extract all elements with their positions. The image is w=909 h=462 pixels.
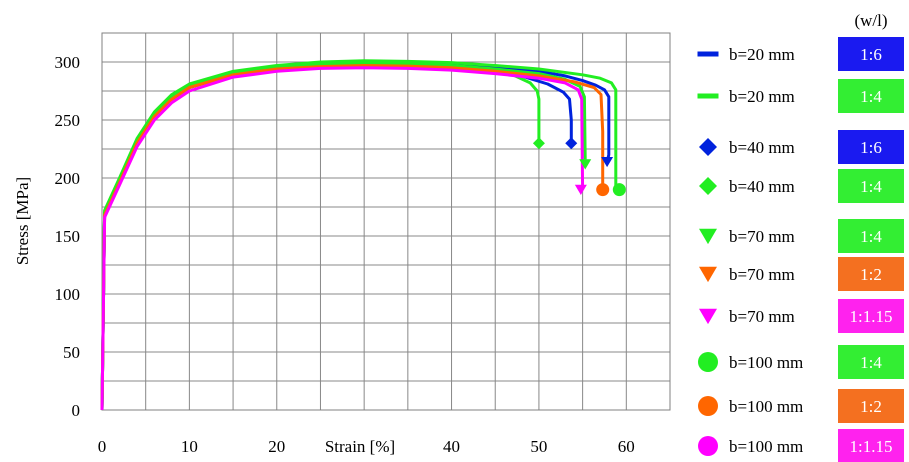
series-lines bbox=[100, 59, 618, 411]
legend-label: b=70 mm bbox=[729, 307, 795, 326]
legend-label: b=70 mm bbox=[729, 265, 795, 284]
series-line bbox=[100, 64, 605, 411]
x-tick-label: 20 bbox=[268, 437, 285, 456]
legend-marker bbox=[698, 396, 718, 416]
legend-marker bbox=[697, 51, 719, 57]
ratio-box bbox=[838, 79, 904, 113]
ratio-box bbox=[838, 345, 904, 379]
y-tick-label: 150 bbox=[55, 227, 81, 246]
x-tick-label: 10 bbox=[181, 437, 198, 456]
y-tick-label: 250 bbox=[55, 111, 81, 130]
end-marker bbox=[596, 183, 610, 197]
ratio-box bbox=[838, 130, 904, 164]
y-tick-labels: 0 50 100 150 200 250 300 bbox=[55, 53, 81, 420]
x-axis-label: Strain [%] bbox=[325, 437, 395, 456]
legend-marker bbox=[699, 266, 717, 283]
x-tick-label: 40 bbox=[443, 437, 460, 456]
ratio-box bbox=[838, 257, 904, 291]
ratio-label: 1:4 bbox=[860, 353, 882, 372]
legend-label: b=100 mm bbox=[729, 437, 803, 456]
ratio-box bbox=[838, 219, 904, 253]
ratio-box bbox=[838, 37, 904, 71]
legend: b=20 mm 1:6 b=20 mm 1:4 b=40 mm 1:6 b=40 mm 1:4… bbox=[697, 37, 904, 462]
legend-header: (w/l) bbox=[854, 11, 887, 30]
legend-marker bbox=[699, 138, 717, 156]
end-marker bbox=[579, 159, 592, 170]
y-tick-label: 200 bbox=[55, 169, 81, 188]
end-markers bbox=[532, 137, 626, 197]
x-tick-labels: 0 10 20 40 50 60 bbox=[98, 437, 635, 456]
ratio-label: 1:1.15 bbox=[850, 307, 893, 326]
legend-label: b=20 mm bbox=[729, 45, 795, 64]
end-marker bbox=[565, 137, 578, 150]
y-axis-label: Stress [MPa] bbox=[13, 177, 32, 265]
legend-item: b=100 mm 1:1.15 bbox=[698, 429, 904, 462]
end-marker bbox=[574, 184, 587, 195]
legend-item: b=70 mm 1:2 bbox=[699, 257, 904, 291]
legend-label: b=40 mm bbox=[729, 138, 795, 157]
y-tick-label: 0 bbox=[72, 401, 81, 420]
legend-item: b=20 mm 1:6 bbox=[697, 37, 904, 71]
legend-label: b=20 mm bbox=[729, 87, 795, 106]
ratio-box bbox=[838, 299, 904, 333]
legend-marker bbox=[697, 93, 719, 99]
ratio-box bbox=[838, 429, 904, 462]
ratio-label: 1:4 bbox=[860, 227, 882, 246]
legend-item: b=40 mm 1:6 bbox=[699, 130, 904, 164]
plot-area bbox=[101, 32, 671, 411]
legend-marker bbox=[698, 352, 718, 372]
legend-label: b=40 mm bbox=[729, 177, 795, 196]
x-tick-label: 50 bbox=[530, 437, 547, 456]
legend-item: b=20 mm 1:4 bbox=[697, 79, 904, 113]
end-marker bbox=[612, 183, 626, 197]
series-line bbox=[100, 62, 573, 411]
y-tick-label: 300 bbox=[55, 53, 81, 72]
y-tick-label: 100 bbox=[55, 285, 81, 304]
x-tick-label: 60 bbox=[618, 437, 635, 456]
legend-item: b=100 mm 1:2 bbox=[698, 389, 904, 423]
legend-item: b=70 mm 1:4 bbox=[699, 219, 904, 253]
ratio-label: 1:4 bbox=[860, 87, 882, 106]
end-marker bbox=[532, 137, 545, 150]
legend-marker bbox=[699, 177, 717, 195]
legend-item: b=100 mm 1:4 bbox=[698, 345, 904, 379]
legend-marker bbox=[699, 308, 717, 325]
series-line bbox=[100, 66, 585, 411]
ratio-label: 1:2 bbox=[860, 397, 882, 416]
legend-label: b=100 mm bbox=[729, 397, 803, 416]
ratio-box bbox=[838, 169, 904, 203]
legend-marker bbox=[698, 436, 718, 456]
ratio-box bbox=[838, 389, 904, 423]
ratio-label: 1:1.15 bbox=[850, 437, 893, 456]
ratio-label: 1:2 bbox=[860, 265, 882, 284]
ratio-label: 1:6 bbox=[860, 138, 882, 157]
legend-item: b=70 mm 1:1.15 bbox=[699, 299, 904, 333]
legend-marker bbox=[699, 228, 717, 245]
y-tick-label: 50 bbox=[63, 343, 80, 362]
legend-item: b=40 mm 1:4 bbox=[699, 169, 904, 203]
legend-label: b=100 mm bbox=[729, 353, 803, 372]
end-marker bbox=[601, 156, 614, 168]
legend-label: b=70 mm bbox=[729, 227, 795, 246]
ratio-label: 1:6 bbox=[860, 45, 882, 64]
x-tick-label: 0 bbox=[98, 437, 107, 456]
ratio-label: 1:4 bbox=[860, 177, 882, 196]
series-line bbox=[100, 61, 587, 411]
